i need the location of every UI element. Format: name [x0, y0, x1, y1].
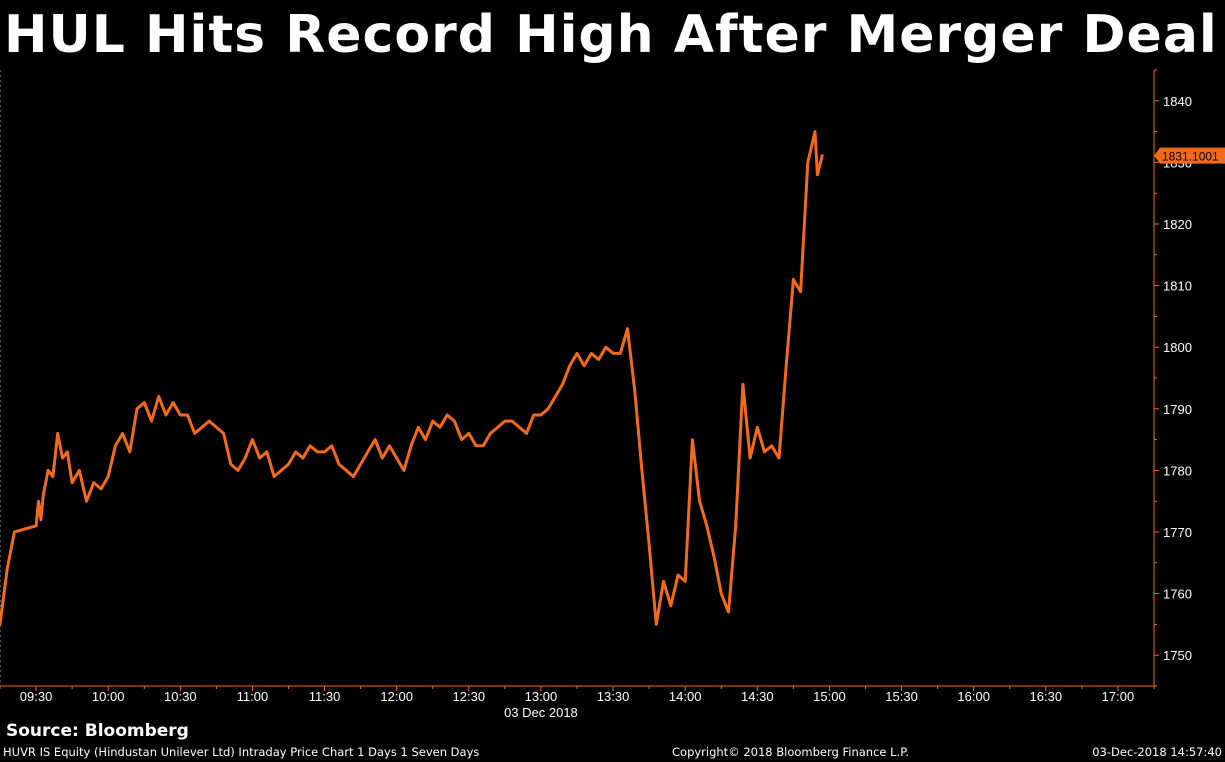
chart-title: HUL Hits Record High After Merger Deal	[4, 5, 1218, 65]
y-tick-label: 1800	[1163, 340, 1192, 355]
chart-axes	[0, 70, 1155, 687]
x-tick-label: 13:30	[597, 689, 630, 704]
x-axis-label: 03 Dec 2018	[504, 705, 578, 720]
y-tick-label: 1780	[1163, 463, 1192, 478]
last-value-label: 1831.1001	[1162, 150, 1219, 164]
x-tick-label: 10:00	[92, 689, 125, 704]
last-value-marker: 1831.1001	[1154, 147, 1225, 164]
y-tick-label: 1840	[1163, 94, 1192, 109]
x-axis-ticks: 09:30 10:00 10:30 11:00 11:30 12:00 12:30 13:00…	[0, 686, 1155, 704]
y-tick-label: 1770	[1163, 525, 1192, 540]
x-tick-label: 12:00	[380, 689, 413, 704]
footer-timestamp: 03-Dec-2018 14:57:40	[1092, 745, 1222, 759]
x-tick-label: 17:00	[1102, 689, 1135, 704]
y-tick-label: 1820	[1163, 217, 1192, 232]
x-tick-label: 11:00	[237, 689, 269, 704]
y-tick-label: 1790	[1163, 402, 1192, 417]
x-tick-label: 16:00	[957, 689, 990, 704]
footer-description: HUVR IS Equity (Hindustan Unilever Ltd) …	[3, 745, 480, 759]
y-tick-label: 1760	[1163, 587, 1192, 602]
series-layer	[0, 130, 824, 626]
x-tick-label: 11:30	[309, 689, 341, 704]
x-tick-label: 12:30	[453, 689, 486, 704]
x-tick-label: 15:30	[885, 689, 918, 704]
x-tick-label: 16:30	[1030, 689, 1063, 704]
x-tick-label: 13:00	[525, 689, 558, 704]
x-tick-label: 14:30	[741, 689, 774, 704]
x-tick-label: 09:30	[20, 689, 53, 704]
footer-copyright: Copyright© 2018 Bloomberg Finance L.P.	[672, 745, 909, 759]
last-value-tag	[1154, 147, 1225, 164]
y-tick-label: 1810	[1163, 279, 1192, 294]
source-note: Source: Bloomberg	[6, 721, 189, 741]
price-series-line	[0, 130, 824, 626]
y-tick-label: 1750	[1163, 648, 1192, 663]
x-tick-label: 10:30	[164, 689, 197, 704]
x-tick-label: 14:00	[669, 689, 702, 704]
x-tick-label: 15:00	[813, 689, 846, 704]
